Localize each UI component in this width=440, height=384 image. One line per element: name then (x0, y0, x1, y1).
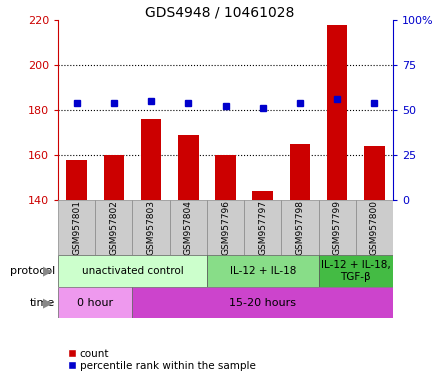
Text: 15-20 hours: 15-20 hours (229, 298, 296, 308)
Bar (290, 144, 310, 200)
Bar (132, 200, 170, 255)
Text: 0 hour: 0 hour (77, 298, 113, 308)
Text: GSM957802: GSM957802 (109, 200, 118, 255)
Bar (215, 155, 236, 200)
Bar (244, 200, 281, 255)
Bar (319, 255, 393, 287)
Text: ▶: ▶ (39, 265, 53, 278)
Text: time: time (30, 298, 55, 308)
Legend: count, percentile rank within the sample: count, percentile rank within the sample (63, 344, 260, 375)
Text: GSM957801: GSM957801 (72, 200, 81, 255)
Text: IL-12 + IL-18,
TGF-β: IL-12 + IL-18, TGF-β (321, 260, 391, 282)
Bar (356, 200, 393, 255)
Text: unactivated control: unactivated control (81, 266, 183, 276)
Bar (281, 200, 319, 255)
Text: GSM957799: GSM957799 (333, 200, 342, 255)
Text: GSM957803: GSM957803 (147, 200, 156, 255)
Bar (66, 159, 87, 200)
Bar (103, 155, 124, 200)
Bar (207, 255, 319, 287)
Text: GSM957800: GSM957800 (370, 200, 379, 255)
Bar (132, 287, 393, 318)
Text: GSM957804: GSM957804 (184, 200, 193, 255)
Bar (253, 191, 273, 200)
Text: protocol: protocol (10, 266, 55, 276)
Text: GSM957798: GSM957798 (295, 200, 304, 255)
Text: GSM957797: GSM957797 (258, 200, 267, 255)
Text: GDS4948 / 10461028: GDS4948 / 10461028 (145, 5, 295, 19)
Bar (58, 287, 132, 318)
Bar (141, 119, 161, 200)
Bar (327, 25, 348, 200)
Text: GSM957796: GSM957796 (221, 200, 230, 255)
Bar (207, 200, 244, 255)
Text: ▶: ▶ (39, 296, 53, 309)
Bar (58, 200, 95, 255)
Text: IL-12 + IL-18: IL-12 + IL-18 (230, 266, 296, 276)
Bar (95, 200, 132, 255)
Bar (178, 135, 198, 200)
Bar (364, 146, 385, 200)
Bar (170, 200, 207, 255)
Bar (58, 255, 207, 287)
Bar (319, 200, 356, 255)
